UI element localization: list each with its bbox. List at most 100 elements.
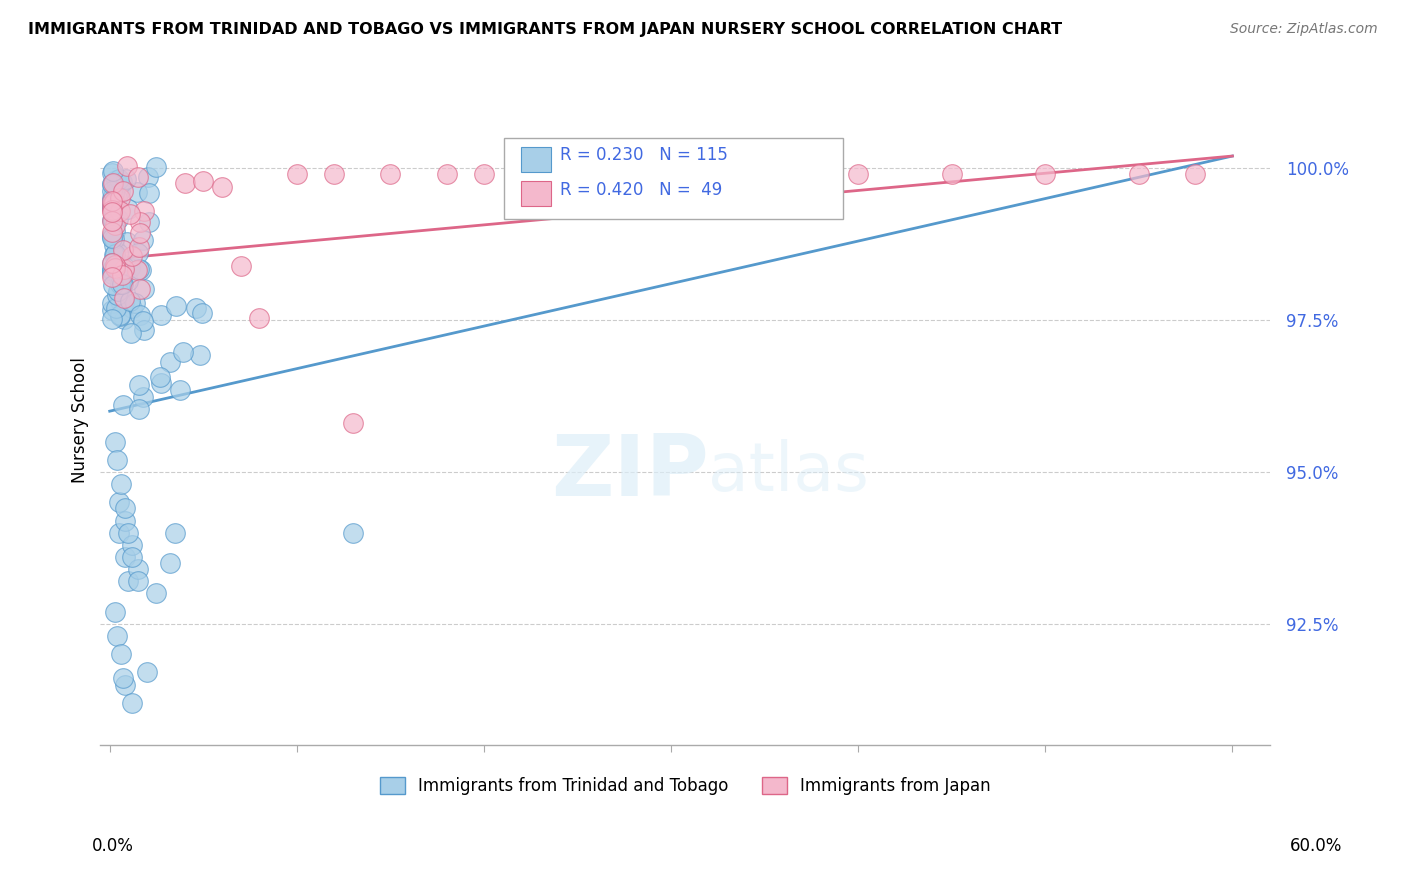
Point [118, 294, 141, 309]
Point [105, 452, 128, 467]
Point [188, 348, 211, 362]
Point [114, 677, 136, 691]
Point [121, 301, 143, 316]
Point [138, 186, 160, 200]
Point [169, 384, 191, 398]
Point [121, 549, 143, 564]
Point [108, 495, 131, 509]
Point [108, 308, 131, 322]
Point [121, 696, 143, 710]
Y-axis label: Nursery School: Nursery School [72, 358, 89, 483]
Point [103, 238, 125, 252]
Point [136, 665, 159, 680]
Point [101, 214, 124, 228]
Point [115, 235, 138, 249]
Point [110, 294, 132, 309]
Point [121, 538, 143, 552]
Text: R = 0.230   N = 115: R = 0.230 N = 115 [560, 146, 728, 164]
Point [128, 226, 150, 240]
Point [108, 525, 131, 540]
Point [145, 160, 167, 174]
Point [100, 184, 122, 198]
Point [121, 249, 143, 263]
Text: ZIP: ZIP [551, 431, 709, 514]
Point [112, 261, 135, 276]
Point [754, 167, 776, 181]
Point [193, 174, 215, 188]
Point [108, 184, 131, 198]
Point [108, 309, 131, 323]
Point [107, 284, 129, 298]
Point [127, 245, 149, 260]
Point [136, 169, 159, 184]
Point [101, 270, 124, 285]
Point [129, 282, 152, 296]
Point [104, 218, 127, 232]
Point [105, 287, 128, 301]
Point [100, 191, 122, 205]
Point [104, 434, 127, 449]
Point [112, 292, 135, 306]
Point [114, 514, 136, 528]
Point [100, 204, 122, 219]
Point [138, 214, 160, 228]
Point [105, 629, 128, 643]
Point [118, 207, 141, 221]
Point [100, 225, 122, 239]
Point [100, 177, 122, 191]
Point [941, 167, 963, 181]
Point [111, 277, 134, 291]
Point [132, 282, 155, 296]
Point [100, 296, 122, 310]
Point [1128, 167, 1150, 181]
Point [103, 277, 125, 292]
Point [184, 301, 207, 316]
Point [114, 549, 136, 564]
Point [846, 167, 869, 181]
Text: atlas: atlas [709, 439, 869, 505]
Bar [522, 181, 551, 206]
Point [103, 198, 125, 212]
Point [132, 203, 155, 218]
Point [101, 177, 124, 191]
Point [101, 227, 124, 242]
Point [100, 312, 122, 326]
Point [127, 263, 149, 277]
Point [191, 306, 214, 320]
Point [105, 301, 128, 315]
Point [115, 171, 138, 186]
Point [104, 260, 127, 274]
Point [120, 326, 142, 341]
Point [108, 277, 131, 291]
Point [100, 202, 122, 216]
Point [100, 255, 122, 269]
Point [165, 525, 187, 540]
Point [110, 190, 132, 204]
Point [101, 213, 124, 227]
Point [114, 501, 136, 516]
Point [100, 255, 122, 269]
Point [100, 267, 122, 281]
Point [101, 230, 124, 244]
Text: 0.0%: 0.0% [91, 837, 134, 855]
Text: 60.0%: 60.0% [1291, 837, 1343, 855]
Point [229, 259, 252, 273]
Point [149, 308, 172, 322]
Point [100, 263, 122, 277]
Point [117, 574, 139, 589]
Point [129, 308, 152, 322]
Point [124, 295, 146, 310]
Point [165, 299, 187, 313]
Point [127, 170, 149, 185]
Point [101, 264, 124, 278]
Point [129, 262, 152, 277]
Point [659, 167, 682, 181]
Point [103, 193, 125, 207]
Point [100, 194, 122, 208]
Point [149, 369, 172, 384]
Point [127, 574, 149, 589]
Point [104, 224, 127, 238]
Point [1184, 167, 1206, 181]
Point [380, 167, 402, 181]
Point [134, 323, 156, 337]
